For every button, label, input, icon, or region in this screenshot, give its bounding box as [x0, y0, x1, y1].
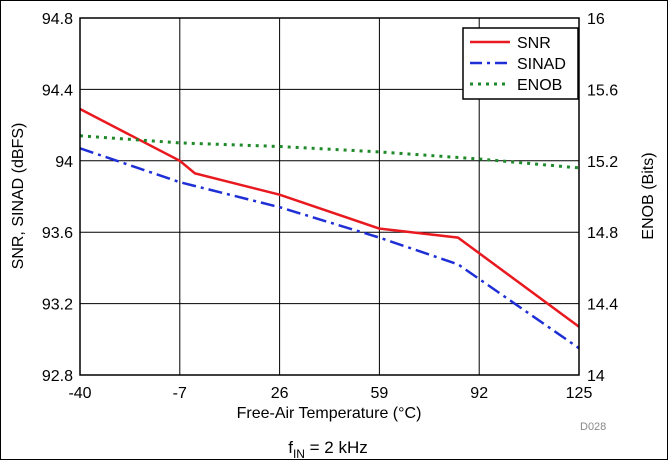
y-tick-label: 94.8	[42, 11, 73, 28]
y-tick-labels: 92.8 93.2 93.6 94 94.4 94.8	[42, 11, 73, 385]
legend-box	[462, 27, 579, 100]
caption: fIN = 2 kHz	[288, 438, 368, 461]
x-tick-labels: -40 -7 26 59 92 125	[68, 385, 592, 402]
y2-axis-label: ENOB (Bits)	[640, 152, 657, 239]
x-tick-label: -40	[68, 385, 91, 402]
y2-tick-label: 14	[587, 368, 605, 385]
legend: SNR SINAD ENOB	[462, 27, 579, 100]
series-layer	[79, 107, 580, 350]
x-tick-label: 92	[470, 385, 488, 402]
y-axis-label: SNR, SINAD (dBFS)	[10, 123, 27, 270]
x-tick-label: 125	[566, 385, 593, 402]
caption-rest: = 2 kHz	[305, 438, 368, 457]
series-line-enob	[79, 134, 580, 170]
y-tick-label: 92.8	[42, 368, 73, 385]
y2-tick-label: 15.2	[587, 154, 618, 171]
y-tick-label: 94	[55, 154, 73, 171]
figure-id: D028	[580, 421, 606, 433]
y-tick-label: 94.4	[42, 82, 73, 99]
y2-tick-labels: 14 14.4 14.8 15.2 15.6 16	[587, 11, 618, 385]
x-tick-label: 26	[271, 385, 289, 402]
y-tick-label: 93.2	[42, 297, 73, 314]
x-tick-label: -7	[173, 385, 187, 402]
legend-label-enob: ENOB	[517, 77, 562, 94]
plot-border	[79, 17, 580, 376]
legend-label-snr: SNR	[517, 35, 551, 52]
y2-tick-label: 14.4	[587, 297, 618, 314]
y2-tick-label: 15.6	[587, 82, 618, 99]
x-tick-label: 59	[371, 385, 389, 402]
legend-label-sinad: SINAD	[517, 56, 566, 73]
x-axis-label: Free-Air Temperature (°C)	[237, 405, 422, 422]
series-line-sinad	[79, 147, 580, 350]
y2-tick-label: 16	[587, 11, 605, 28]
series-line-snr	[79, 107, 580, 328]
y-tick-label: 93.6	[42, 225, 73, 242]
y2-tick-label: 14.8	[587, 225, 618, 242]
caption-main: f	[288, 438, 293, 457]
caption-subscript: IN	[293, 447, 305, 461]
